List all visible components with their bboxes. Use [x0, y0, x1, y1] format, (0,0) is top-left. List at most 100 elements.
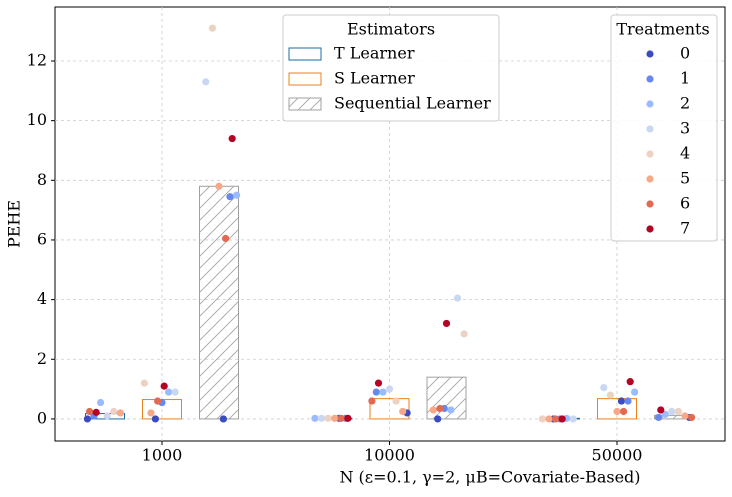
treatment-point — [208, 24, 216, 32]
legend-label: 3 — [680, 119, 690, 138]
legend-marker — [646, 200, 654, 208]
treatment-point — [617, 397, 626, 405]
legend-label: S Learner — [334, 69, 415, 88]
treatment-point — [140, 379, 148, 387]
legend-label: Sequential Learner — [334, 94, 491, 113]
legend-label: 0 — [680, 44, 690, 63]
treatment-point — [337, 414, 345, 422]
x-tick-label: 1000 — [142, 446, 183, 465]
y-tick-label: 0 — [37, 408, 47, 427]
treatment-point — [171, 388, 179, 396]
legend-swatch — [288, 47, 322, 61]
treatment-point — [116, 409, 124, 417]
treatment-point — [151, 415, 159, 423]
treatment-point — [620, 407, 628, 416]
legend-label: 5 — [680, 169, 690, 188]
y-tick-label: 8 — [37, 170, 47, 189]
treatment-point — [606, 391, 615, 399]
legend-title: Estimators — [347, 20, 435, 39]
bar — [199, 185, 239, 420]
treatment-point — [392, 397, 400, 405]
legend-marker — [646, 125, 654, 133]
treatment-point — [538, 415, 547, 423]
treatment-point — [460, 330, 468, 338]
legend-box — [610, 14, 718, 242]
treatment-point — [154, 397, 162, 405]
treatment-point — [83, 415, 91, 423]
x-tick-label: 50000 — [592, 446, 643, 465]
treatment-point — [657, 406, 665, 414]
treatment-point — [110, 407, 118, 416]
legend-label: 7 — [680, 219, 690, 238]
treatment-point — [344, 414, 352, 422]
treatment-point — [202, 78, 210, 86]
treatment-point — [368, 397, 376, 405]
bar — [369, 398, 410, 420]
legend-marker — [646, 150, 654, 158]
treatment-point — [631, 388, 639, 396]
legend-swatch — [288, 97, 322, 111]
treatment-point — [661, 410, 669, 419]
treatment-point — [453, 294, 462, 302]
treatment-point — [626, 378, 634, 386]
treatment-point — [442, 319, 451, 328]
treatment-point — [399, 407, 407, 416]
treatment-point — [160, 382, 168, 390]
treatment-point — [324, 414, 332, 422]
treatment-point — [86, 407, 94, 416]
treatment-point — [147, 409, 155, 417]
treatment-point — [552, 415, 560, 423]
treatment-point — [97, 398, 105, 407]
y-tick-label: 6 — [37, 229, 47, 248]
legend-label: 6 — [680, 194, 690, 213]
treatment-point — [674, 407, 683, 416]
treatment-point — [624, 397, 632, 405]
treatment-point — [379, 388, 387, 396]
treatment-point — [385, 385, 394, 393]
y-tick-label: 4 — [37, 289, 47, 308]
treatment-point — [222, 234, 230, 243]
legend-swatch — [288, 72, 322, 86]
treatment-point — [429, 406, 437, 414]
treatment-point — [219, 415, 227, 423]
treatment-point — [668, 407, 676, 416]
treatment-point — [215, 182, 223, 190]
treatment-point — [233, 191, 241, 199]
treatment-point — [331, 414, 339, 422]
treatment-point — [569, 415, 577, 423]
legend-marker — [646, 225, 654, 233]
y-tick-label: 2 — [37, 349, 47, 368]
treatment-point — [103, 412, 111, 420]
x-axis-label: N (ε=0.1, γ=2, μB=Covariate-Based) — [339, 468, 640, 487]
treatment-point — [317, 414, 326, 422]
treatment-point — [372, 388, 380, 396]
legend-marker — [646, 175, 654, 183]
legend-title: Treatments — [616, 20, 709, 39]
treatment-point — [545, 415, 553, 423]
x-tick-label: 10000 — [364, 446, 415, 465]
treatment-point — [92, 408, 100, 416]
treatment-point — [688, 413, 696, 422]
treatment-point — [613, 407, 621, 416]
treatment-point — [374, 379, 383, 387]
bar — [597, 398, 637, 420]
legend-label: 4 — [680, 144, 690, 163]
legend-marker — [646, 75, 654, 83]
legend-box — [282, 14, 500, 122]
y-axis-label: PEHE — [5, 200, 24, 248]
legend-marker — [646, 100, 654, 108]
treatment-point — [226, 193, 234, 201]
treatment-point — [600, 384, 608, 392]
treatment-point — [434, 415, 442, 423]
y-tick-label: 10 — [27, 110, 47, 129]
treatment-point — [165, 388, 173, 396]
legend-label: 1 — [680, 69, 690, 88]
legend-label: 2 — [680, 94, 690, 113]
legend-label: T Learner — [334, 44, 415, 63]
treatment-point — [436, 404, 444, 413]
treatment-point — [681, 412, 689, 420]
treatment-point — [655, 413, 663, 422]
treatment-point — [311, 414, 319, 422]
treatment-point — [228, 134, 236, 143]
